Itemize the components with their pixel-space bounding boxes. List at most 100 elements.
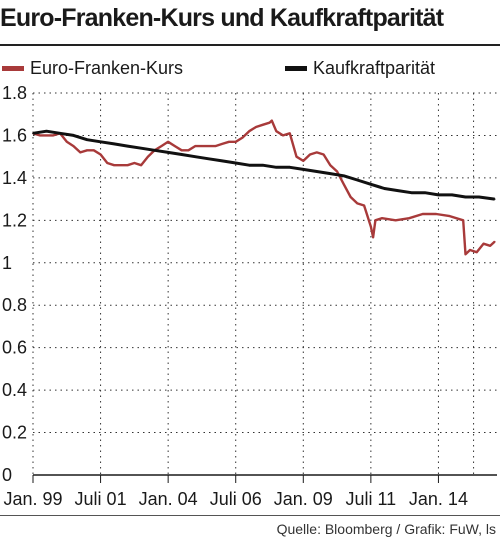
data-point-eurchf xyxy=(99,153,102,156)
data-point-ppp xyxy=(356,179,359,181)
data-point-eurchf xyxy=(363,204,365,207)
data-point-eurchf xyxy=(234,141,237,143)
data-point-ppp xyxy=(153,149,156,152)
data-point-eurchf xyxy=(309,153,311,156)
data-point-eurchf xyxy=(469,249,471,251)
data-point-eurchf xyxy=(336,170,338,173)
data-point-ppp xyxy=(126,145,129,147)
data-point-eurchf xyxy=(394,219,397,222)
title-rule xyxy=(0,44,500,46)
source-rule xyxy=(0,515,500,516)
data-point-ppp xyxy=(478,196,480,198)
data-point-ppp xyxy=(45,130,48,132)
data-point-eurchf xyxy=(349,196,352,198)
data-point-ppp xyxy=(234,162,237,164)
data-point-ppp xyxy=(140,147,142,149)
data-point-eurchf xyxy=(295,155,298,158)
y-tick-label: 1.4 xyxy=(2,168,27,188)
x-tick-label: Jan. 04 xyxy=(139,489,198,509)
data-point-eurchf xyxy=(79,151,82,154)
data-point-eurchf xyxy=(381,217,383,219)
data-point-eurchf xyxy=(374,219,377,222)
data-point-eurchf xyxy=(421,213,424,215)
data-point-eurchf xyxy=(475,251,478,253)
legend-item-eurchf: Euro-Franken-Kurs xyxy=(2,56,183,80)
data-point-ppp xyxy=(194,155,196,158)
data-point-eurchf xyxy=(126,164,129,166)
data-point-eurchf xyxy=(133,162,136,164)
data-point-eurchf xyxy=(316,151,318,154)
data-point-eurchf xyxy=(174,145,176,147)
source-note: Quelle: Bloomberg / Grafik: FuW, ls xyxy=(276,521,496,537)
data-point-eurchf xyxy=(275,130,278,132)
data-point-ppp xyxy=(113,143,115,145)
data-point-ppp xyxy=(383,187,386,190)
data-point-eurchf xyxy=(52,134,55,137)
data-point-eurchf xyxy=(489,245,492,247)
data-point-eurchf xyxy=(207,145,210,147)
data-point-ppp xyxy=(464,196,467,198)
data-point-eurchf xyxy=(45,134,48,137)
data-point-eurchf xyxy=(201,145,203,147)
y-tick-label: 1.2 xyxy=(2,210,27,230)
data-point-ppp xyxy=(221,160,223,162)
chart-title: Euro-Franken-Kurs und Kaufkraftparität xyxy=(0,4,444,32)
data-point-eurchf xyxy=(113,164,115,166)
y-tick-label: 0.6 xyxy=(2,338,27,358)
data-point-eurchf xyxy=(329,164,332,166)
data-point-ppp xyxy=(424,191,426,194)
data-point-ppp xyxy=(316,170,318,173)
data-point-ppp xyxy=(370,183,372,186)
data-point-eurchf xyxy=(120,164,122,166)
y-tick-label: 1.8 xyxy=(2,83,27,103)
data-point-eurchf xyxy=(268,121,271,124)
data-point-eurchf xyxy=(106,162,109,164)
data-point-ppp xyxy=(343,175,345,177)
data-point-ppp xyxy=(59,132,61,135)
data-point-eurchf xyxy=(147,155,149,158)
x-tick-label: Juli 11 xyxy=(346,489,397,509)
data-point-eurchf xyxy=(282,134,284,137)
data-point-eurchf xyxy=(86,149,88,152)
data-point-ppp xyxy=(248,164,250,166)
data-point-ppp xyxy=(72,134,75,137)
data-point-eurchf xyxy=(160,145,163,147)
legend-swatch-ppp xyxy=(285,65,307,71)
data-point-eurchf xyxy=(302,160,305,162)
data-point-ppp xyxy=(410,191,413,194)
data-point-ppp xyxy=(302,168,305,171)
data-point-eurchf xyxy=(464,253,467,256)
data-point-eurchf xyxy=(322,153,325,156)
y-tick-label: 0 xyxy=(2,465,12,485)
legend-swatch-eurchf xyxy=(2,65,24,71)
data-point-eurchf xyxy=(241,136,244,139)
data-point-eurchf xyxy=(370,225,372,228)
data-point-ppp xyxy=(493,198,496,200)
legend-label-eurchf: Euro-Franken-Kurs xyxy=(30,57,184,78)
x-tick-label: Juli 06 xyxy=(210,489,262,509)
data-point-eurchf xyxy=(187,149,190,152)
data-point-eurchf xyxy=(255,126,257,128)
y-tick-label: 1 xyxy=(2,253,12,273)
data-point-ppp xyxy=(180,153,183,156)
data-point-eurchf xyxy=(93,149,95,152)
data-point-eurchf xyxy=(448,215,451,217)
data-point-eurchf xyxy=(167,141,169,143)
y-tick-label: 0.4 xyxy=(2,380,27,400)
data-point-eurchf xyxy=(140,164,142,166)
data-point-ppp xyxy=(261,164,264,166)
y-tick-label: 0.2 xyxy=(2,423,27,443)
data-point-eurchf xyxy=(180,149,183,152)
data-point-eurchf xyxy=(356,202,359,205)
legend-item-ppp: Kaufkraftparität xyxy=(285,56,435,80)
data-point-ppp xyxy=(167,151,169,154)
data-point-eurchf xyxy=(271,119,273,122)
data-point-eurchf xyxy=(194,145,196,147)
data-point-ppp xyxy=(275,166,278,169)
data-point-eurchf xyxy=(408,217,411,219)
data-point-ppp xyxy=(207,158,210,160)
data-point-ppp xyxy=(437,194,440,196)
x-tick-label: Juli 01 xyxy=(75,489,127,509)
data-point-eurchf xyxy=(482,242,485,245)
